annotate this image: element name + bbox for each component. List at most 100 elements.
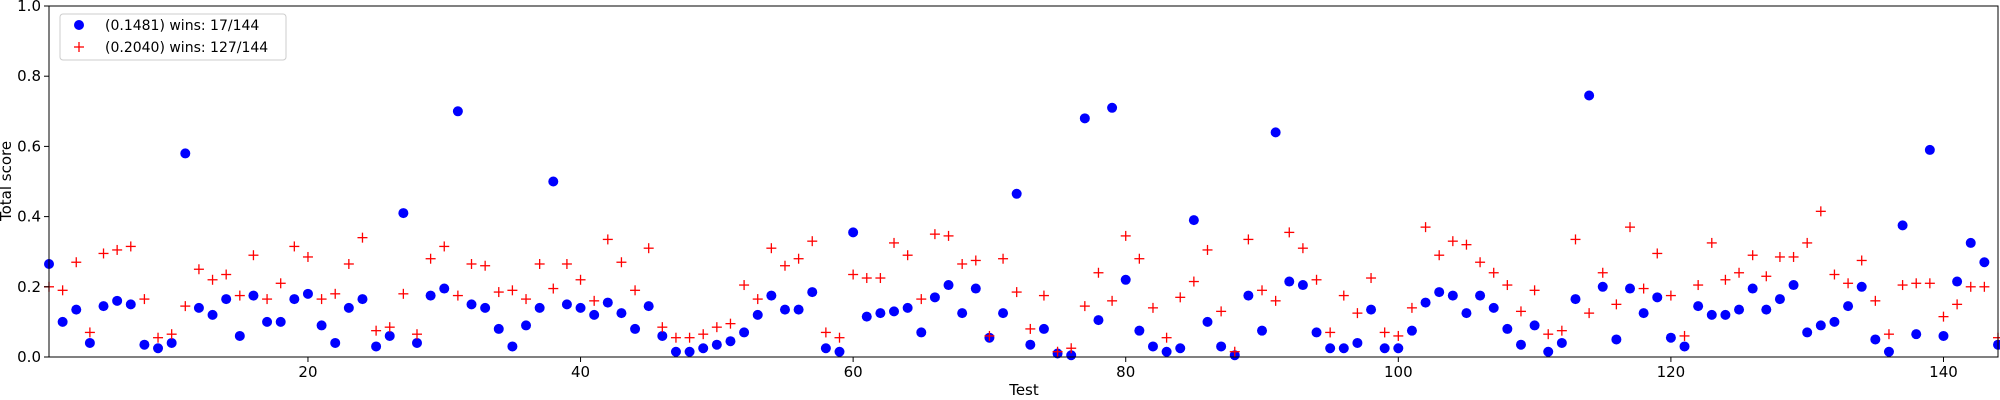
data-point-series-1 (1038, 323, 1049, 334)
data-point-series-2 (71, 257, 82, 268)
data-point-series-1 (1120, 274, 1131, 285)
x-tick-label: 60 (844, 363, 863, 381)
data-point-series-1 (1161, 346, 1172, 357)
x-tick-label: 40 (571, 363, 590, 381)
y-tick-label: 0.6 (17, 137, 41, 155)
data-point-series-2 (1038, 290, 1049, 301)
data-point-series-1 (1556, 337, 1567, 348)
data-point-series-2 (657, 322, 668, 333)
data-point-series-1 (1216, 341, 1227, 352)
data-point-series-1 (371, 341, 382, 352)
data-point-series-2 (1952, 299, 1963, 310)
data-point-series-1 (98, 301, 109, 312)
chart-axes: 20 40 60 80 100 120 140 0.0 0.2 0.4 0.6 0.8 1.0 (17, 0, 1999, 381)
data-point-series-1 (1856, 281, 1867, 292)
y-tick-label: 0.2 (17, 278, 41, 296)
data-point-series-2 (357, 232, 368, 243)
data-point-series-1 (1747, 283, 1758, 294)
data-point-series-1 (1965, 237, 1976, 248)
y-tick-label: 1.0 (17, 0, 41, 15)
data-point-series-1 (1543, 346, 1554, 357)
data-point-series-1 (1993, 339, 2000, 350)
data-point-series-1 (248, 290, 259, 301)
data-point-series-2 (1584, 308, 1595, 319)
data-point-series-2 (1815, 206, 1826, 217)
data-point-series-2 (1147, 302, 1158, 313)
data-point-series-1 (207, 309, 218, 320)
data-point-series-1 (1952, 276, 1963, 287)
data-point-series-2 (1965, 281, 1976, 292)
y-tick-label: 0.4 (17, 208, 41, 226)
data-point-series-1 (139, 339, 150, 350)
data-point-series-2 (1761, 271, 1772, 282)
data-point-series-2 (1434, 250, 1445, 261)
data-point-series-2 (1625, 222, 1636, 233)
data-point-series-1 (1843, 301, 1854, 312)
data-point-series-2 (180, 301, 191, 312)
data-point-series-1 (1788, 280, 1799, 291)
data-point-series-1 (779, 304, 790, 315)
data-point-series-1 (684, 346, 695, 357)
data-point-series-1 (125, 299, 136, 310)
data-point-series-2 (1829, 269, 1840, 280)
data-point-series-2 (984, 330, 995, 341)
legend-marker-series-1 (74, 20, 84, 30)
data-point-series-2 (1856, 255, 1867, 266)
data-point-series-1 (1434, 287, 1445, 298)
data-point-series-1 (1774, 294, 1785, 305)
data-point-series-1 (1393, 343, 1404, 354)
data-point-series-1 (834, 346, 845, 357)
data-point-series-1 (1011, 188, 1022, 199)
data-point-series-1 (820, 343, 831, 354)
data-point-series-2 (1706, 237, 1717, 248)
data-point-series-1 (275, 316, 286, 327)
data-point-series-2 (425, 253, 436, 264)
data-point-series-1 (602, 297, 613, 308)
data-point-series-1 (1025, 339, 1036, 350)
data-point-series-1 (84, 337, 95, 348)
data-point-series-2 (793, 253, 804, 264)
data-point-series-2 (1556, 325, 1567, 336)
data-point-series-1 (670, 346, 681, 357)
data-point-series-2 (1938, 311, 1949, 322)
data-point-series-2 (779, 260, 790, 271)
data-point-series-1 (1093, 315, 1104, 326)
data-point-series-2 (1488, 267, 1499, 278)
data-point-series-2 (1638, 283, 1649, 294)
data-point-series-1 (616, 308, 627, 319)
data-point-series-1 (425, 290, 436, 301)
data-point-series-1 (1883, 346, 1894, 357)
x-tick-label: 140 (1929, 363, 1958, 381)
data-point-series-1 (1570, 294, 1581, 305)
data-point-series-1 (943, 280, 954, 291)
data-point-series-1 (711, 339, 722, 350)
data-point-series-1 (1625, 283, 1636, 294)
data-point-series-2 (193, 264, 204, 275)
y-axis-label: Total score (0, 141, 15, 222)
data-point-series-1 (998, 308, 1009, 319)
data-point-series-1 (112, 295, 123, 306)
data-point-series-2 (1393, 330, 1404, 341)
data-point-series-2 (1025, 323, 1036, 334)
data-point-series-1 (1284, 276, 1295, 287)
data-point-series-2 (1352, 308, 1363, 319)
data-point-series-2 (739, 280, 750, 291)
data-point-series-1 (1079, 113, 1090, 124)
data-point-series-2 (289, 241, 300, 252)
data-point-series-1 (521, 320, 532, 331)
data-point-series-2 (1120, 230, 1131, 241)
data-point-series-2 (439, 241, 450, 252)
data-point-series-2 (1229, 346, 1240, 357)
data-point-series-2 (234, 290, 245, 301)
data-point-series-2 (834, 332, 845, 343)
data-point-series-2 (480, 260, 491, 271)
data-point-series-2 (1311, 274, 1322, 285)
data-point-series-1 (289, 294, 300, 305)
legend-label-series-1: (0.1481) wins: 17/144 (105, 18, 259, 34)
data-point-series-1 (1911, 329, 1922, 340)
data-point-series-1 (548, 176, 559, 187)
data-point-series-1 (739, 327, 750, 338)
data-point-series-2 (153, 332, 164, 343)
data-point-series-2 (166, 329, 177, 340)
data-point-series-2 (929, 229, 940, 240)
